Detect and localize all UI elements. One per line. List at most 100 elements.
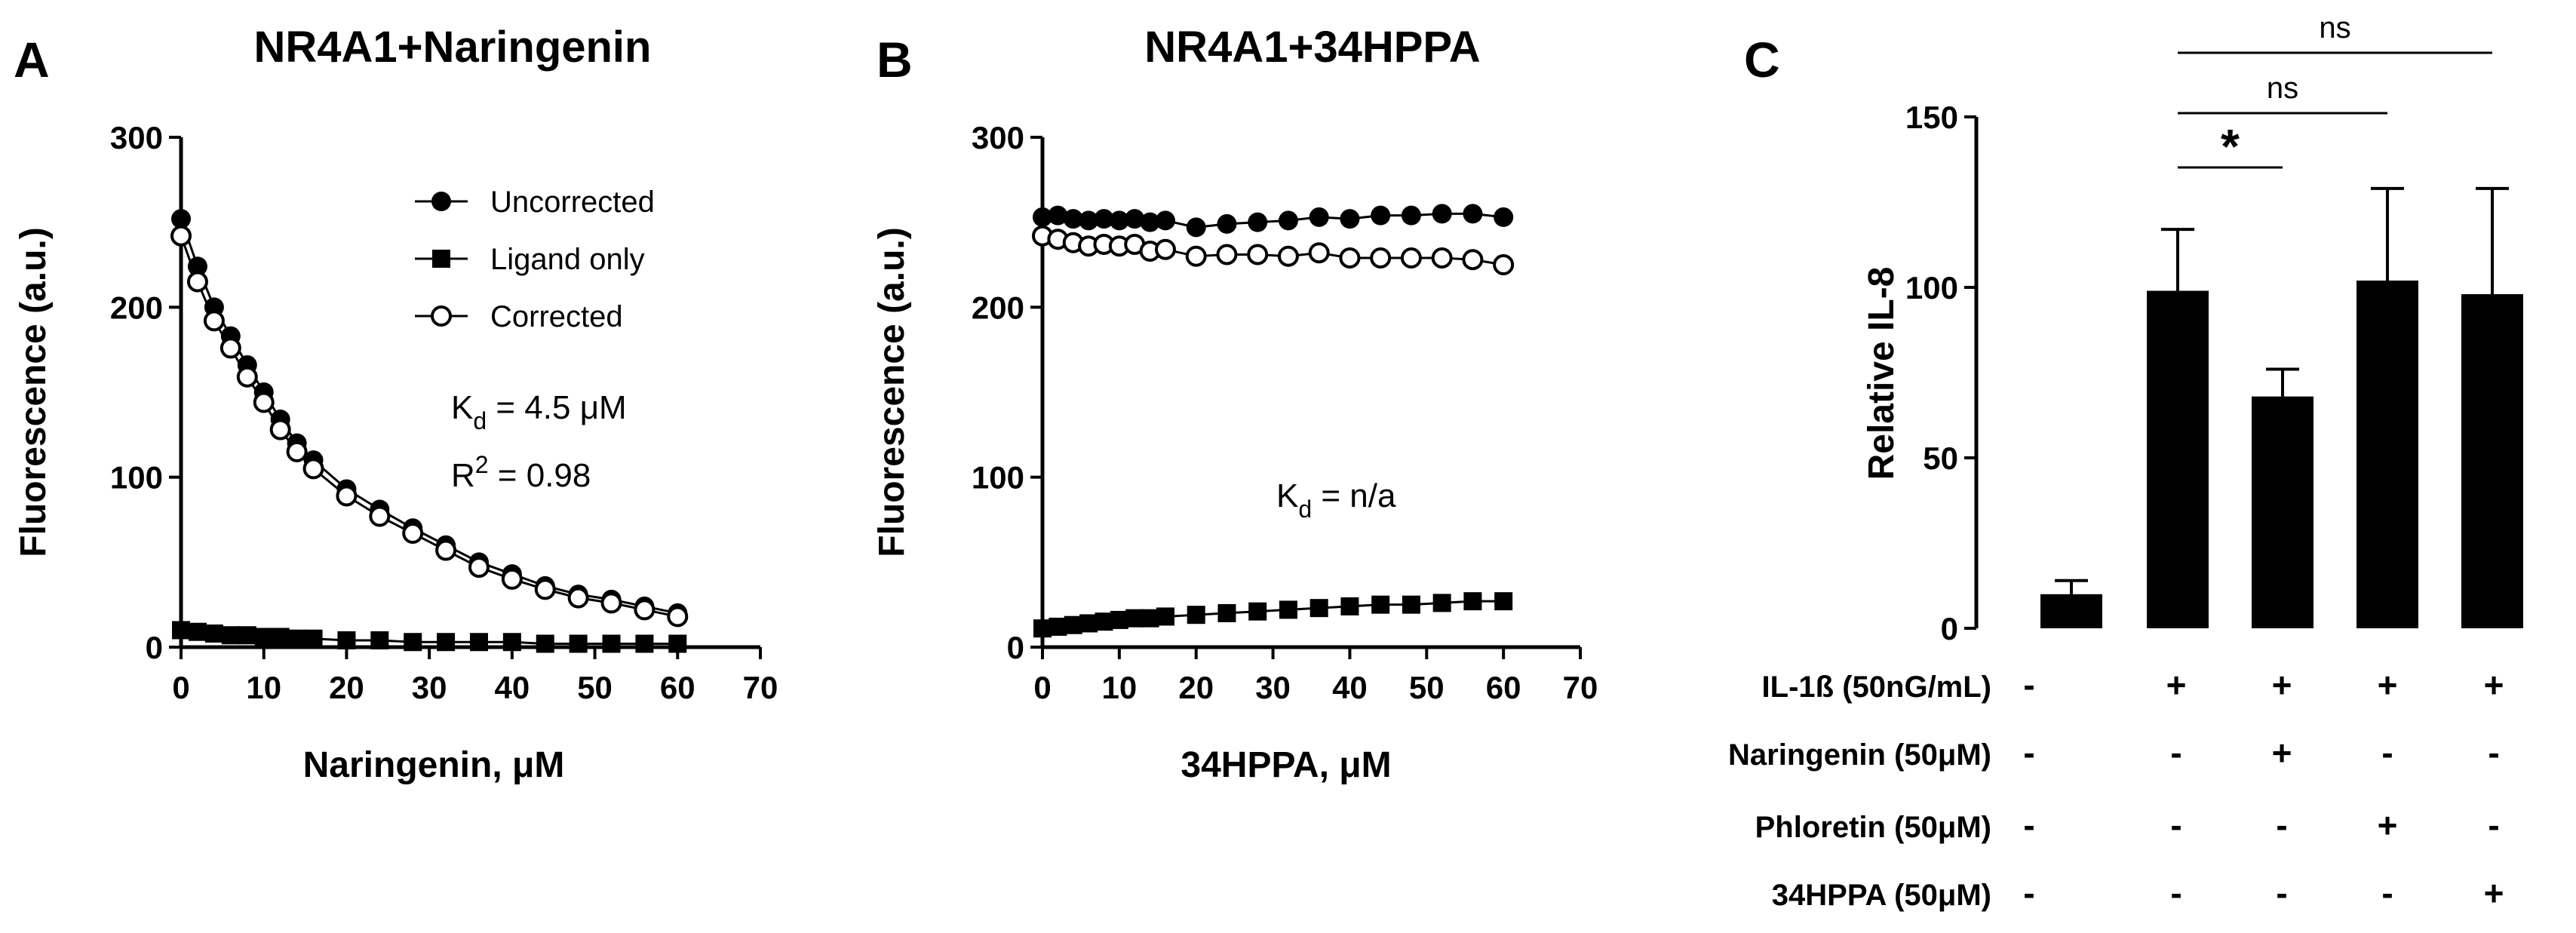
x-tick-label: 50 xyxy=(577,670,613,705)
y-axis-label: Relative IL-8 xyxy=(1862,267,1902,480)
data-point xyxy=(220,337,241,359)
data-point xyxy=(1033,619,1052,638)
significance-label: * xyxy=(2221,119,2240,173)
x-axis-label: Naringenin, μM xyxy=(303,745,565,785)
data-point xyxy=(1154,238,1176,260)
data-point xyxy=(634,599,656,621)
treatment-minus: - xyxy=(2023,733,2034,772)
treatment-label: Phloretin (50μM) xyxy=(1755,811,1991,844)
treatment-minus: - xyxy=(2381,733,2393,772)
data-point xyxy=(1494,592,1513,611)
y-tick-label: 0 xyxy=(1941,611,1958,646)
data-point xyxy=(404,633,422,652)
data-point xyxy=(369,505,391,527)
chart-title: NR4A1+34HPPA xyxy=(1144,23,1480,72)
data-point xyxy=(668,634,687,653)
data-point xyxy=(1340,209,1360,229)
data-point xyxy=(1187,606,1205,625)
data-point xyxy=(254,628,273,646)
treatment-minus: - xyxy=(2276,873,2287,913)
data-point xyxy=(1125,609,1144,628)
data-point xyxy=(1309,207,1329,227)
y-tick-label: 150 xyxy=(1905,100,1958,135)
significance-label: ns xyxy=(2319,11,2350,45)
x-tick-label: 0 xyxy=(172,670,189,705)
data-point xyxy=(302,458,324,480)
y-axis-label: Fluorescence (a.u.) xyxy=(872,227,912,557)
data-point xyxy=(238,626,256,645)
data-point xyxy=(437,633,456,652)
panel-letter-b: B xyxy=(877,32,913,87)
treatment-plus: + xyxy=(2272,733,2292,772)
data-point xyxy=(1401,205,1421,226)
series-corrected xyxy=(1032,225,1515,275)
data-point xyxy=(1217,213,1237,234)
x-tick-label: 10 xyxy=(1101,670,1137,705)
data-point xyxy=(1463,204,1483,224)
treatment-row: Naringenin (50μM) - - + - - xyxy=(1728,733,2500,772)
y-tick-label: 100 xyxy=(1905,270,1958,305)
data-point xyxy=(1463,592,1482,611)
data-point xyxy=(1278,210,1298,231)
y-axis-label: Fluorescence (a.u.) xyxy=(14,227,54,557)
data-point xyxy=(536,634,554,653)
bar xyxy=(2147,290,2209,628)
data-point xyxy=(1095,612,1113,631)
data-point xyxy=(1048,205,1068,226)
x-tick-label: 60 xyxy=(660,670,695,705)
treatment-minus: - xyxy=(2276,806,2287,845)
kd-value: = n/a xyxy=(1312,477,1396,514)
kd-subscript: d xyxy=(473,407,487,434)
data-point xyxy=(1493,254,1515,275)
chart-title: NR4A1+Naringenin xyxy=(254,23,652,72)
data-point xyxy=(435,539,457,561)
treatment-label: 34HPPA (50μM) xyxy=(1772,879,1991,912)
data-point xyxy=(501,568,523,590)
kd-subscript: d xyxy=(1298,496,1312,523)
treatment-label: Naringenin (50μM) xyxy=(1728,738,1991,772)
y-tick-label: 50 xyxy=(1923,440,1958,476)
series-group xyxy=(1032,204,1515,638)
data-point xyxy=(1033,207,1052,227)
data-point xyxy=(1432,204,1452,224)
data-point xyxy=(1494,207,1514,227)
data-point xyxy=(402,523,424,545)
axes: 0 50 100 150 xyxy=(1905,100,1979,646)
y-tick-label: 200 xyxy=(972,290,1024,325)
data-point xyxy=(1156,607,1174,626)
x-tick-label: 30 xyxy=(412,670,447,705)
data-point xyxy=(1309,599,1328,618)
x-axis-label: 34HPPA, μM xyxy=(1181,745,1391,785)
data-point xyxy=(1371,595,1390,614)
bar xyxy=(2356,280,2418,628)
treatment-plus: + xyxy=(2484,873,2504,913)
data-point xyxy=(221,626,240,645)
data-point xyxy=(1217,603,1236,622)
data-point xyxy=(667,606,689,628)
panel-letter-a: A xyxy=(14,32,50,87)
y-tick-label: 300 xyxy=(110,120,163,155)
data-point xyxy=(1141,609,1159,628)
x-tick-label: 10 xyxy=(246,670,281,705)
series-corrected xyxy=(170,225,689,628)
bar xyxy=(2040,594,2102,628)
treatment-minus: - xyxy=(2170,873,2181,913)
data-point xyxy=(1308,242,1330,264)
x-tick-label: 30 xyxy=(1255,670,1291,705)
x-tick-label: 20 xyxy=(1178,670,1214,705)
bar xyxy=(2252,396,2313,628)
data-point xyxy=(1140,212,1160,232)
legend-label: Corrected xyxy=(490,300,623,333)
y-tick-label: 0 xyxy=(1007,630,1024,665)
y-tick-label: 100 xyxy=(110,460,163,496)
legend-marker xyxy=(431,192,451,211)
data-point xyxy=(186,271,208,293)
data-point xyxy=(337,631,356,649)
data-point xyxy=(1432,594,1451,612)
data-point xyxy=(1216,244,1238,265)
data-point xyxy=(1462,249,1484,271)
x-tick-label: 0 xyxy=(1033,670,1051,705)
data-point xyxy=(188,622,207,641)
